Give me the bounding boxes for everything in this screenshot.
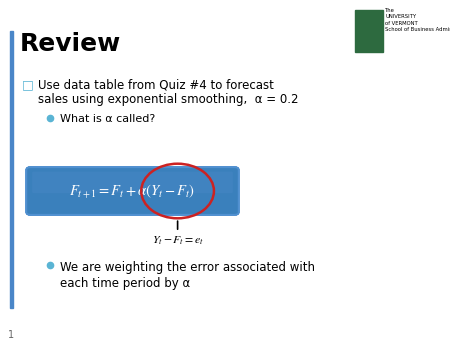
Text: □: □ [22,78,34,91]
Text: What is α called?: What is α called? [60,114,155,124]
FancyBboxPatch shape [27,167,238,215]
Text: $F_{t+1} = F_t + \alpha(Y_t - F_t)$: $F_{t+1} = F_t + \alpha(Y_t - F_t)$ [69,182,196,200]
Text: sales using exponential smoothing,  α = 0.2: sales using exponential smoothing, α = 0… [38,93,298,106]
Text: Review: Review [20,32,121,56]
Text: 1: 1 [8,330,14,338]
Bar [10,31,13,308]
FancyBboxPatch shape [27,167,238,215]
Text: each time period by α: each time period by α [60,277,190,290]
Text: $Y_t - F_t = e_t$: $Y_t - F_t = e_t$ [152,234,203,247]
FancyBboxPatch shape [27,167,238,215]
Bar [355,10,383,52]
FancyBboxPatch shape [27,167,238,215]
Text: The
UNIVERSITY
of VERMONT
School of Business Administration: The UNIVERSITY of VERMONT School of Busi… [385,8,450,32]
Text: Use data table from Quiz #4 to forecast: Use data table from Quiz #4 to forecast [38,78,274,91]
FancyBboxPatch shape [27,167,238,215]
FancyBboxPatch shape [32,172,233,193]
Text: We are weighting the error associated with: We are weighting the error associated wi… [60,261,315,274]
